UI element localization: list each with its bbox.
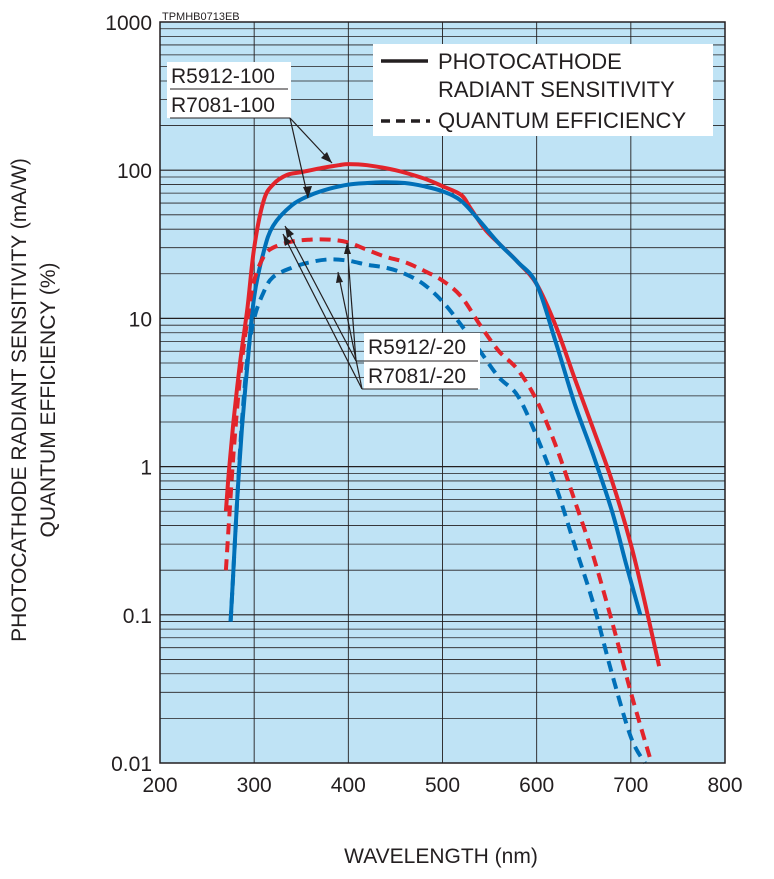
y-axis-title-line2: QUANTUM EFFICIENCY (%)	[37, 263, 60, 538]
x-tick-label: 600	[519, 774, 554, 797]
qe-label-line2: R7081/-20	[368, 365, 466, 388]
y-tick-label: 0.1	[123, 605, 152, 628]
series-line-blue-dashed	[228, 257, 647, 765]
x-tick-label: 200	[142, 774, 177, 797]
legend: PHOTOCATHODE RADIANT SENSITIVITY QUANTUM…	[373, 44, 713, 136]
plot-frame	[159, 21, 726, 764]
radiant-pointer-blue	[289, 117, 309, 199]
radiant-arrowhead-red	[321, 152, 332, 163]
x-tick-label: 700	[613, 774, 648, 797]
qe-label-line1: R5912/-20	[368, 336, 466, 359]
axis-ticks: 200 300 400 500 600 700 800 0.01 0.1 1 10 100 1000	[105, 12, 742, 797]
legend-dashed-label: QUANTUM EFFICIENCY	[438, 108, 686, 133]
qe-pointer-1	[284, 225, 357, 362]
qe-pointer-4	[337, 271, 363, 390]
radiant-label-line2: R7081-100	[171, 94, 275, 117]
series-layer	[223, 162, 662, 765]
radiant-label-box	[167, 62, 291, 118]
y-tick-label: 0.01	[111, 753, 152, 776]
legend-solid-label-line1: PHOTOCATHODE	[438, 49, 622, 74]
series-line-red-solid	[223, 162, 662, 667]
x-tick-label: 300	[237, 774, 272, 797]
qe-arrowhead-4	[336, 272, 343, 283]
chart-code: TPMHB0713EB	[162, 11, 240, 23]
radiant-arrowhead-blue	[303, 186, 312, 198]
y-tick-label: 10	[129, 308, 152, 331]
x-tick-label: 800	[707, 774, 742, 797]
y-tick-label: 1000	[105, 12, 152, 35]
series-line-red-dashed	[223, 237, 652, 758]
y-tick-label: 1	[140, 457, 152, 480]
qe-pointer-3	[282, 233, 363, 390]
qe-arrowhead-1	[285, 226, 294, 238]
legend-solid-label-line2: RADIANT SENSITIVITY	[438, 77, 675, 102]
qe-pointer-2	[346, 242, 357, 362]
qe-label-group: R5912/-20 R7081/-20	[282, 225, 480, 390]
radiant-label-group: R5912-100 R7081-100	[167, 62, 333, 199]
qe-arrowhead-2	[344, 243, 351, 254]
y-axis-title-line1: PHOTOCATHODE RADIANT SENSITIVITY (mA/W)	[8, 158, 31, 642]
qe-arrowhead-3	[283, 234, 291, 246]
x-axis-title: WAVELENGTH (nm)	[344, 845, 538, 868]
radiant-label-line1: R5912-100	[171, 65, 275, 88]
x-tick-label: 400	[331, 774, 366, 797]
y-tick-label: 100	[117, 160, 152, 183]
x-tick-label: 500	[425, 774, 460, 797]
